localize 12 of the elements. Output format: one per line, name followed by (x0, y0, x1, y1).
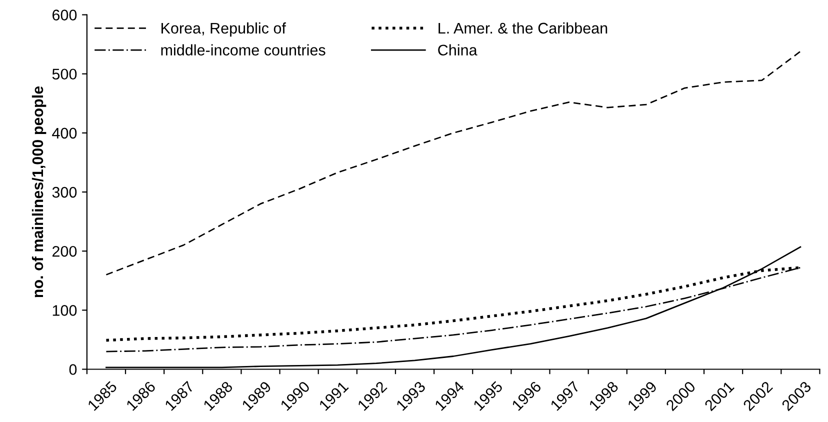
y-tick-label: 0 (69, 364, 77, 375)
legend-label: middle-income countries (161, 44, 326, 56)
legend-label: China (438, 44, 478, 56)
y-tick-label: 300 (52, 186, 77, 198)
y-tick-label: 500 (52, 68, 77, 80)
y-axis-title: no. of mainlines/1,000 people (32, 86, 46, 298)
y-tick-label: 400 (52, 128, 77, 139)
y-tick-label: 200 (52, 246, 77, 257)
legend-label: Korea, Republic of (162, 22, 286, 37)
y-tick-label: 100 (52, 305, 77, 316)
legend-label: L. Amer. & the Caribbean (438, 22, 608, 34)
y-tick-label: 600 (52, 10, 77, 20)
